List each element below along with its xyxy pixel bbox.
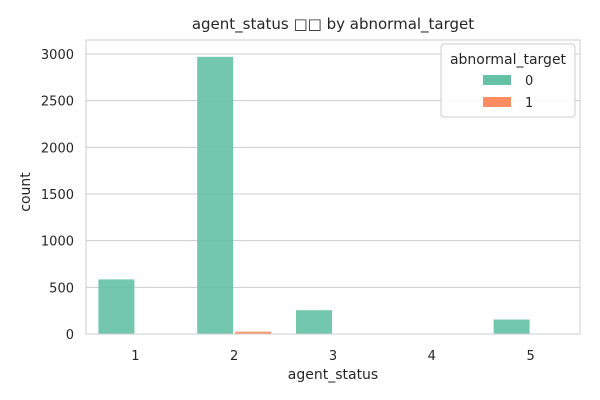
x-tick-labels: 1 2 3 4 5 xyxy=(131,349,534,364)
bar-series-0-cat-5 xyxy=(493,319,530,334)
y-tick-label-4: 2000 xyxy=(41,141,74,156)
plot-frame xyxy=(85,39,581,335)
legend-title: abnormal_target xyxy=(450,52,567,68)
x-tick-label-5: 5 xyxy=(526,349,534,364)
x-tick-label-2: 2 xyxy=(230,349,238,364)
bar-series-0-cat-2 xyxy=(197,56,234,335)
bars xyxy=(98,56,530,335)
legend-entry-0: 0 xyxy=(525,74,533,89)
y-tick-labels: 0 500 1000 1500 2000 2500 3000 xyxy=(41,48,74,343)
legend-swatch-0 xyxy=(483,75,511,85)
legend-entry-1: 1 xyxy=(525,96,533,111)
bar-series-1-cat-2 xyxy=(235,331,272,334)
y-tick-label-1: 500 xyxy=(49,281,74,296)
y-tick-label-5: 2500 xyxy=(41,95,74,110)
bar-series-0-cat-3 xyxy=(296,310,332,334)
legend: abnormal_target 0 1 xyxy=(440,43,576,118)
x-tick-label-3: 3 xyxy=(329,349,337,364)
x-tick-label-1: 1 xyxy=(131,349,139,364)
y-tick-label-6: 3000 xyxy=(41,48,74,63)
y-tick-label-2: 1000 xyxy=(41,235,74,250)
legend-swatch-1 xyxy=(483,97,511,107)
x-axis-label: agent_status xyxy=(288,367,378,383)
bar-series-0-cat-1 xyxy=(98,279,135,334)
y-tick-label-0: 0 xyxy=(66,328,74,343)
y-tick-label-3: 1500 xyxy=(41,188,74,203)
y-axis-label: count xyxy=(18,172,34,212)
x-tick-label-4: 4 xyxy=(428,349,436,364)
y-gridlines xyxy=(86,53,580,335)
chart-title: agent_status □□ by abnormal_target xyxy=(192,15,474,34)
